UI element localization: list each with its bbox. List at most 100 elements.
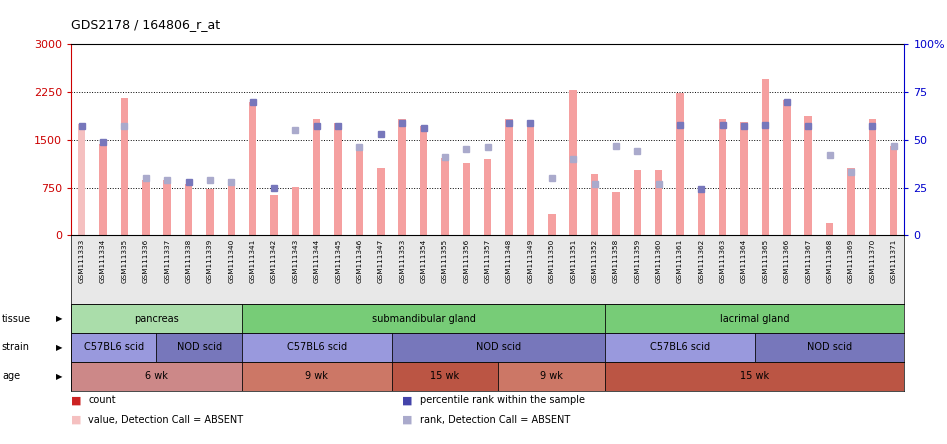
Bar xyxy=(249,102,257,235)
Bar xyxy=(527,121,534,235)
Bar xyxy=(605,304,904,333)
Bar xyxy=(719,119,726,235)
Bar xyxy=(206,190,214,235)
Bar xyxy=(185,184,192,235)
Text: 9 wk: 9 wk xyxy=(305,371,329,381)
Text: GSM111357: GSM111357 xyxy=(485,239,491,283)
Text: count: count xyxy=(88,395,116,405)
Bar xyxy=(71,362,242,391)
Bar xyxy=(78,124,85,235)
Bar xyxy=(270,195,277,235)
Text: rank, Detection Call = ABSENT: rank, Detection Call = ABSENT xyxy=(420,415,570,425)
Text: GSM111349: GSM111349 xyxy=(527,239,533,283)
Bar xyxy=(420,126,427,235)
Text: 15 wk: 15 wk xyxy=(430,371,459,381)
Bar xyxy=(741,122,748,235)
Text: GSM111341: GSM111341 xyxy=(250,239,256,283)
Text: GSM111334: GSM111334 xyxy=(100,239,106,283)
Bar xyxy=(292,187,299,235)
Bar xyxy=(868,119,876,235)
Text: GSM111353: GSM111353 xyxy=(400,239,405,283)
Text: ■: ■ xyxy=(71,415,81,425)
Bar xyxy=(142,180,150,235)
Text: GSM111336: GSM111336 xyxy=(143,239,149,283)
Text: percentile rank within the sample: percentile rank within the sample xyxy=(420,395,584,405)
Text: GSM111338: GSM111338 xyxy=(186,239,191,283)
Bar xyxy=(755,333,904,362)
Text: ■: ■ xyxy=(71,395,81,405)
Text: GSM111363: GSM111363 xyxy=(720,239,725,283)
Text: GSM111344: GSM111344 xyxy=(313,239,320,283)
Bar xyxy=(591,174,599,235)
Bar xyxy=(120,98,128,235)
Bar xyxy=(498,362,605,391)
Text: GSM111355: GSM111355 xyxy=(442,239,448,283)
Bar xyxy=(399,119,406,235)
Text: GSM111340: GSM111340 xyxy=(228,239,234,283)
Bar xyxy=(698,186,706,235)
Text: GSM111361: GSM111361 xyxy=(677,239,683,283)
Text: ▶: ▶ xyxy=(57,314,63,323)
Bar xyxy=(569,90,577,235)
Bar xyxy=(634,170,641,235)
Text: GSM111368: GSM111368 xyxy=(827,239,832,283)
Bar xyxy=(506,119,513,235)
Text: GSM111339: GSM111339 xyxy=(206,239,213,283)
Bar xyxy=(377,168,384,235)
Text: GSM111362: GSM111362 xyxy=(698,239,705,283)
Bar xyxy=(548,214,556,235)
Bar xyxy=(605,362,904,391)
Bar xyxy=(612,192,619,235)
Bar xyxy=(484,159,491,235)
Bar xyxy=(826,222,833,235)
Text: C57BL6 scid: C57BL6 scid xyxy=(83,342,144,353)
Bar xyxy=(242,333,391,362)
Text: age: age xyxy=(2,371,20,381)
Text: 15 wk: 15 wk xyxy=(741,371,769,381)
Bar xyxy=(890,146,898,235)
Bar xyxy=(242,304,605,333)
Text: ■: ■ xyxy=(402,395,413,405)
Text: GSM111369: GSM111369 xyxy=(848,239,854,283)
Bar xyxy=(356,150,364,235)
Text: GSM111371: GSM111371 xyxy=(891,239,897,283)
Text: GSM111367: GSM111367 xyxy=(805,239,812,283)
Bar xyxy=(313,119,320,235)
Bar xyxy=(227,179,235,235)
Text: 9 wk: 9 wk xyxy=(541,371,563,381)
Text: NOD scid: NOD scid xyxy=(177,342,222,353)
Text: strain: strain xyxy=(2,342,30,353)
Text: GSM111351: GSM111351 xyxy=(570,239,576,283)
Text: GDS2178 / 164806_r_at: GDS2178 / 164806_r_at xyxy=(71,18,220,31)
Bar xyxy=(391,362,498,391)
Bar xyxy=(156,333,242,362)
Text: GSM111366: GSM111366 xyxy=(784,239,790,283)
Bar xyxy=(99,144,107,235)
Text: GSM111370: GSM111370 xyxy=(869,239,875,283)
Bar xyxy=(71,333,156,362)
Text: GSM111347: GSM111347 xyxy=(378,239,384,283)
Text: lacrimal gland: lacrimal gland xyxy=(720,313,790,324)
Text: value, Detection Call = ABSENT: value, Detection Call = ABSENT xyxy=(88,415,243,425)
Bar xyxy=(848,168,855,235)
Bar xyxy=(676,93,684,235)
Text: submandibular gland: submandibular gland xyxy=(371,313,475,324)
Bar xyxy=(783,100,791,235)
Text: ■: ■ xyxy=(402,415,413,425)
Text: pancreas: pancreas xyxy=(134,313,179,324)
Bar xyxy=(441,158,449,235)
Text: ▶: ▶ xyxy=(57,343,63,352)
Bar xyxy=(242,362,391,391)
Text: C57BL6 scid: C57BL6 scid xyxy=(287,342,347,353)
Bar xyxy=(655,170,662,235)
Bar xyxy=(391,333,605,362)
Text: GSM111345: GSM111345 xyxy=(335,239,341,283)
Bar xyxy=(334,123,342,235)
Text: ▶: ▶ xyxy=(57,372,63,381)
Bar xyxy=(805,116,812,235)
Text: 6 wk: 6 wk xyxy=(145,371,168,381)
Bar xyxy=(761,79,769,235)
Text: GSM111335: GSM111335 xyxy=(121,239,128,283)
Text: GSM111333: GSM111333 xyxy=(79,239,84,283)
Text: GSM111337: GSM111337 xyxy=(164,239,170,283)
